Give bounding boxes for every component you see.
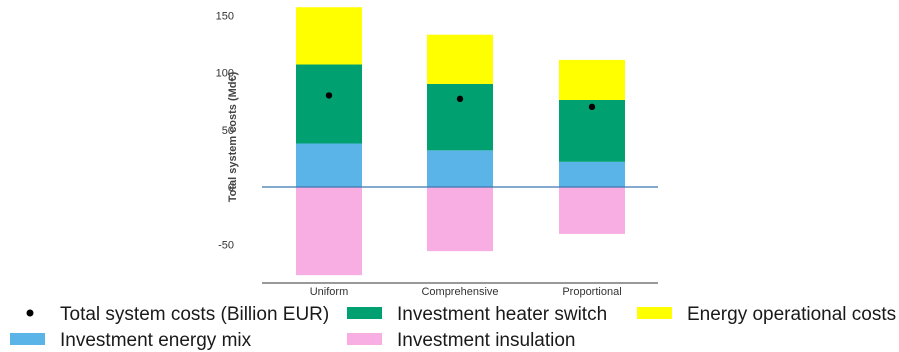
x-tick-label: Comprehensive bbox=[421, 286, 498, 298]
bar-investment-insulation-uniform bbox=[296, 187, 362, 275]
legend-label-investment-energy-mix: Investment energy mix bbox=[60, 330, 252, 351]
legend-patch-investment-heater-switch bbox=[347, 307, 382, 319]
x-tick-label: Proportional bbox=[562, 286, 621, 298]
y-tick-label: 150 bbox=[216, 10, 234, 22]
bar-investment-energy-mix-proportional bbox=[559, 162, 625, 187]
x-tick-label: Uniform bbox=[310, 286, 349, 298]
legend-patch-investment-insulation bbox=[347, 333, 382, 345]
legend-patch-investment-energy-mix bbox=[10, 333, 45, 345]
bar-energy-operational-costs-proportional bbox=[559, 60, 625, 100]
legend-label-total-system-costs-billion-eur-: Total system costs (Billion EUR) bbox=[60, 304, 329, 325]
total-cost-marker-proportional bbox=[589, 104, 595, 110]
legend-label-energy-operational-costs: Energy operational costs bbox=[687, 304, 896, 325]
legend-label-investment-heater-switch: Investment heater switch bbox=[397, 304, 607, 325]
bar-energy-operational-costs-comprehensive bbox=[427, 35, 493, 84]
bar-investment-heater-switch-uniform bbox=[296, 64, 362, 143]
legend-patch-energy-operational-costs bbox=[637, 307, 672, 319]
legend-marker-total-system-costs-billion-eur- bbox=[27, 310, 34, 317]
y-axis-title: Total system costs (Md€) bbox=[227, 71, 239, 202]
bar-investment-energy-mix-comprehensive bbox=[427, 150, 493, 187]
total-cost-marker-uniform bbox=[326, 92, 332, 98]
legend-label-investment-insulation: Investment insulation bbox=[397, 330, 576, 351]
bars-group bbox=[296, 7, 625, 275]
legend: Total system costs (Billion EUR) Investme… bbox=[10, 304, 896, 351]
total-cost-marker-comprehensive bbox=[457, 96, 463, 102]
y-tick-label: -50 bbox=[218, 239, 234, 251]
bar-investment-energy-mix-uniform bbox=[296, 143, 362, 187]
bar-investment-insulation-comprehensive bbox=[427, 187, 493, 251]
bar-energy-operational-costs-uniform bbox=[296, 7, 362, 64]
bar-investment-insulation-proportional bbox=[559, 187, 625, 234]
bar-investment-heater-switch-comprehensive bbox=[427, 84, 493, 150]
